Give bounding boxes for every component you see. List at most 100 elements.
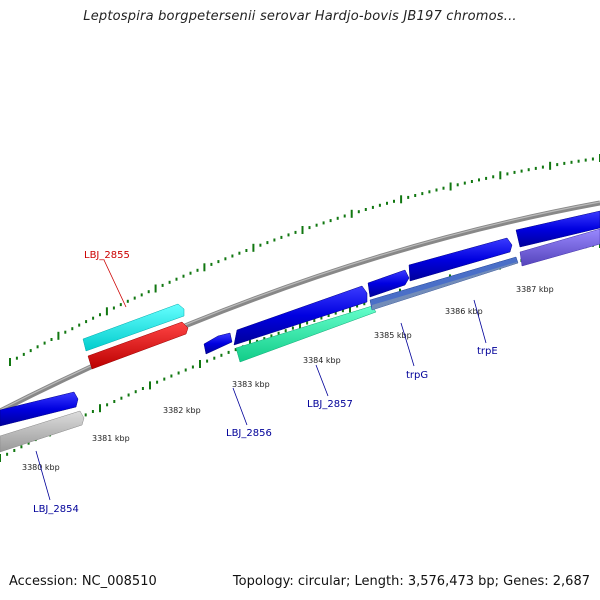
minor-tick: [91, 410, 94, 413]
minor-tick: [291, 326, 294, 330]
minor-tick: [577, 159, 580, 163]
gene-label-lbj-2854[interactable]: LBJ_2854: [33, 504, 79, 515]
minor-tick: [112, 306, 115, 310]
ruler-label: 3384 kbp: [303, 356, 341, 365]
minor-tick: [27, 441, 30, 445]
cds-feature-lbj-2856[interactable]: [203, 332, 233, 355]
minor-tick: [541, 165, 544, 169]
minor-tick: [15, 356, 18, 360]
minor-tick: [563, 161, 566, 165]
minor-tick: [463, 181, 466, 185]
major-tick: [57, 331, 60, 340]
genome-summary: Topology: circular; Length: 3,576,473 bp…: [232, 574, 590, 589]
minor-tick: [435, 188, 438, 192]
minor-tick: [13, 449, 16, 452]
minor-tick: [141, 387, 144, 390]
minor-tick: [206, 359, 209, 363]
minor-tick: [234, 348, 237, 352]
minor-tick: [478, 178, 480, 182]
minor-tick: [259, 243, 262, 247]
minor-tick: [106, 403, 109, 407]
minor-tick: [336, 216, 339, 220]
minor-tick: [534, 166, 537, 170]
minor-tick: [85, 320, 88, 324]
minor-tick: [492, 175, 495, 179]
ruler-inner-ticks: [0, 240, 600, 462]
minor-tick: [306, 321, 309, 325]
cds-feature-trpe[interactable]: [408, 237, 513, 282]
major-tick: [549, 161, 552, 170]
major-tick: [199, 360, 201, 368]
cds-feature-lbj-2857[interactable]: [233, 285, 368, 346]
gene-leaders: [35, 259, 487, 501]
minor-tick: [513, 170, 516, 174]
minor-tick: [147, 290, 150, 294]
minor-tick: [170, 374, 173, 378]
ruler-label: 3387 kbp: [516, 285, 554, 294]
gene-label-trpe[interactable]: trpE: [477, 346, 498, 357]
minor-tick: [294, 230, 297, 234]
ruler-outer-ticks: [9, 154, 600, 366]
minor-tick: [456, 183, 459, 187]
blast-hit-feature[interactable]: [235, 305, 377, 363]
rrna-feature-lbj-2855[interactable]: [87, 321, 189, 370]
gene-label-lbj-2855[interactable]: LBJ_2855: [84, 250, 130, 261]
major-tick: [154, 284, 157, 293]
minor-tick: [213, 356, 216, 360]
minor-tick: [356, 304, 359, 308]
minor-tick: [428, 190, 431, 194]
major-tick: [400, 195, 403, 204]
minor-tick: [227, 350, 230, 354]
feature-track: [0, 210, 600, 453]
minor-tick: [168, 280, 171, 284]
minor-tick: [134, 390, 137, 394]
trna-feature[interactable]: [82, 303, 185, 352]
major-tick: [99, 404, 101, 413]
minor-tick: [527, 168, 530, 172]
minor-tick: [126, 299, 129, 303]
major-tick: [252, 243, 255, 252]
major-tick: [349, 304, 351, 313]
minor-tick: [277, 331, 280, 335]
cds-feature-right[interactable]: [515, 210, 600, 248]
minor-tick: [280, 235, 283, 239]
domain-feature-right[interactable]: [519, 228, 600, 267]
minor-tick: [334, 311, 337, 315]
pseudo-feature[interactable]: [0, 410, 85, 453]
minor-tick: [266, 241, 269, 245]
minor-tick: [556, 163, 559, 167]
major-tick: [301, 226, 304, 234]
minor-tick: [99, 313, 101, 317]
gene-labels: LBJ_2855 LBJ_2854 LBJ_2856 LBJ_2857 trpG…: [33, 250, 498, 515]
minor-tick: [343, 214, 346, 218]
cds-feature-trpg[interactable]: [367, 269, 410, 298]
major-tick: [0, 454, 1, 462]
minor-tick: [127, 393, 130, 397]
minor-tick: [357, 210, 360, 214]
minor-tick: [84, 413, 87, 417]
gene-label-lbj-2856[interactable]: LBJ_2856: [226, 428, 272, 439]
minor-tick: [315, 223, 318, 227]
minor-tick: [196, 268, 199, 272]
minor-tick: [133, 296, 136, 300]
minor-tick: [320, 316, 323, 320]
minor-tick: [6, 452, 9, 456]
minor-tick: [273, 238, 276, 242]
minor-tick: [224, 257, 227, 261]
minor-tick: [156, 380, 159, 384]
minor-tick: [36, 345, 39, 349]
minor-tick: [189, 271, 192, 275]
gene-label-lbj-2857[interactable]: LBJ_2857: [307, 399, 353, 410]
cds-feature-lbj-2854[interactable]: [0, 391, 79, 427]
minor-tick: [50, 338, 53, 341]
minor-tick: [177, 371, 180, 375]
gene-label-trpg[interactable]: trpG: [406, 370, 428, 381]
accession-label: Accession: NC_008510: [9, 574, 157, 589]
major-tick: [203, 263, 206, 272]
minor-tick: [78, 323, 81, 327]
minor-tick: [378, 203, 381, 207]
ruler-label: 3381 kbp: [92, 434, 130, 443]
major-tick: [350, 209, 353, 218]
minor-tick: [270, 334, 273, 338]
